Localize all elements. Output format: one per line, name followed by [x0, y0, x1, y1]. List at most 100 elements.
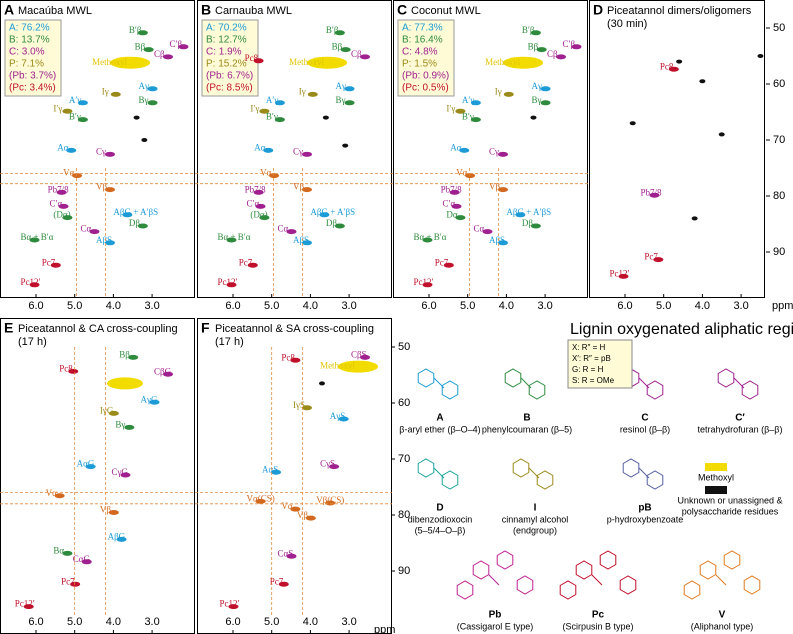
- peak-label: I′γ: [250, 103, 259, 113]
- peak-blob: [465, 173, 476, 179]
- panel-title: Macaúba MWL: [18, 5, 92, 17]
- structure-caption: cinnamyl alcohol: [502, 514, 569, 524]
- peak-blob: [108, 510, 119, 516]
- peak-label: AβG + A′βS: [310, 207, 355, 217]
- peak-label: Pb7/8: [48, 184, 70, 194]
- peak-label: AγG: [140, 394, 157, 404]
- peak-label: C′α: [443, 198, 456, 208]
- unassigned-blob: [629, 121, 636, 126]
- peak-label: Cβ: [547, 49, 558, 59]
- unassigned-blob: [676, 59, 683, 64]
- peak-blob: [540, 100, 551, 106]
- peak-label: Cβ: [154, 49, 165, 59]
- panel-letter: B: [201, 2, 211, 18]
- peak-blob: [455, 215, 466, 221]
- peak-blob: [104, 187, 115, 193]
- ring: [599, 550, 617, 570]
- panel-title: Piceatannol & SA cross-coupling: [215, 323, 374, 335]
- peak-label: Cα: [80, 224, 91, 234]
- peak-blob: [253, 58, 264, 64]
- peak-label: B′β: [129, 25, 142, 35]
- methoxyl-blob: [503, 56, 544, 69]
- peak-blob: [503, 91, 514, 97]
- peak-label: AβG + A′βS: [506, 207, 551, 217]
- legend-swatch: [705, 486, 727, 494]
- x-tick-label: 4.0: [303, 616, 318, 628]
- structure-caption: β-aryl ether (β–O–4): [399, 424, 480, 434]
- peak-blob: [334, 223, 345, 229]
- panel-frame: [589, 0, 765, 298]
- axis-unit: ppm: [772, 300, 793, 312]
- structure-letter: I: [534, 503, 537, 514]
- x-tick-label: 6.0: [225, 616, 240, 628]
- bond: [433, 467, 445, 479]
- peak-label: Cγ: [489, 146, 499, 156]
- peak-label: Pc8: [281, 352, 295, 362]
- x-tick-label: 4.0: [106, 616, 121, 628]
- peak-blob: [259, 215, 270, 221]
- x-tick-label: 6.0: [225, 300, 240, 312]
- peak-label: Bα + B′α: [218, 232, 251, 242]
- peak-blob: [340, 47, 351, 53]
- peak-label: Pc7: [644, 252, 658, 262]
- peak-label: Bγ: [139, 95, 149, 105]
- peak-label: AαS: [262, 464, 278, 474]
- bond: [715, 574, 727, 586]
- key-line: S: R = OMe: [572, 376, 615, 385]
- peak-label: Pc12′: [21, 277, 41, 287]
- peak-blob: [556, 54, 567, 60]
- ring: [723, 550, 741, 570]
- legend-label: polysaccharide residues: [682, 506, 779, 516]
- composition-box: [201, 19, 259, 97]
- ring: [646, 380, 664, 400]
- peak-label: Aα: [450, 142, 461, 152]
- panel-frame: [0, 0, 195, 298]
- ring: [699, 560, 717, 580]
- legend-swatch: [705, 463, 727, 471]
- peak-label: Bγ: [115, 419, 125, 429]
- peak-blob: [301, 187, 312, 193]
- peak-blob: [649, 192, 660, 198]
- axis-unit: ppm: [374, 624, 395, 634]
- peak-blob: [226, 282, 237, 288]
- peak-label: Pc12′: [219, 599, 239, 609]
- composition-line: (Pc: 0.5%): [402, 83, 449, 94]
- peak-blob: [128, 354, 139, 360]
- peak-label: B′γ: [69, 112, 81, 122]
- structure-caption: (Aliphanol type): [691, 621, 754, 631]
- peak-label: AγS: [330, 411, 345, 421]
- peak-label: Vβ: [297, 510, 308, 520]
- ring: [743, 575, 761, 595]
- panel-subtitle: (17 h): [215, 336, 244, 348]
- peak-label: Bα + B′α: [414, 232, 447, 242]
- peak-blob: [247, 262, 258, 268]
- peak-blob: [286, 553, 297, 559]
- composition-box: [4, 19, 62, 97]
- peak-label: B′β: [522, 25, 535, 35]
- structure-letter: B: [523, 413, 530, 424]
- unassigned-blob: [141, 138, 148, 142]
- unassigned-blob: [699, 79, 706, 84]
- composition-line: (Pb: 0.9%): [402, 71, 449, 82]
- peak-blob: [143, 47, 154, 53]
- structure-caption: (5–5/4–O–β): [415, 525, 466, 535]
- peak-blob: [85, 464, 96, 470]
- unassigned-blob: [342, 143, 349, 148]
- x-tick-label: 3.0: [537, 300, 552, 312]
- peak-blob: [116, 536, 127, 542]
- ring: [512, 458, 530, 478]
- peak-blob: [536, 47, 547, 53]
- structure-letter: C: [641, 413, 648, 424]
- peak-label: AβS: [96, 235, 112, 245]
- peak-blob: [653, 257, 664, 263]
- composition-line: C: 1.9%: [206, 47, 242, 58]
- ring: [619, 575, 637, 595]
- peak-label: Cγ: [293, 146, 303, 156]
- peak-label: Methoxyl: [320, 361, 355, 371]
- peak-blob: [274, 100, 285, 106]
- peak-blob: [70, 581, 81, 587]
- peak-blob: [163, 54, 174, 60]
- ring: [441, 380, 459, 400]
- peak-label: Pb7/8: [640, 187, 662, 197]
- peak-label: Bγ: [336, 95, 346, 105]
